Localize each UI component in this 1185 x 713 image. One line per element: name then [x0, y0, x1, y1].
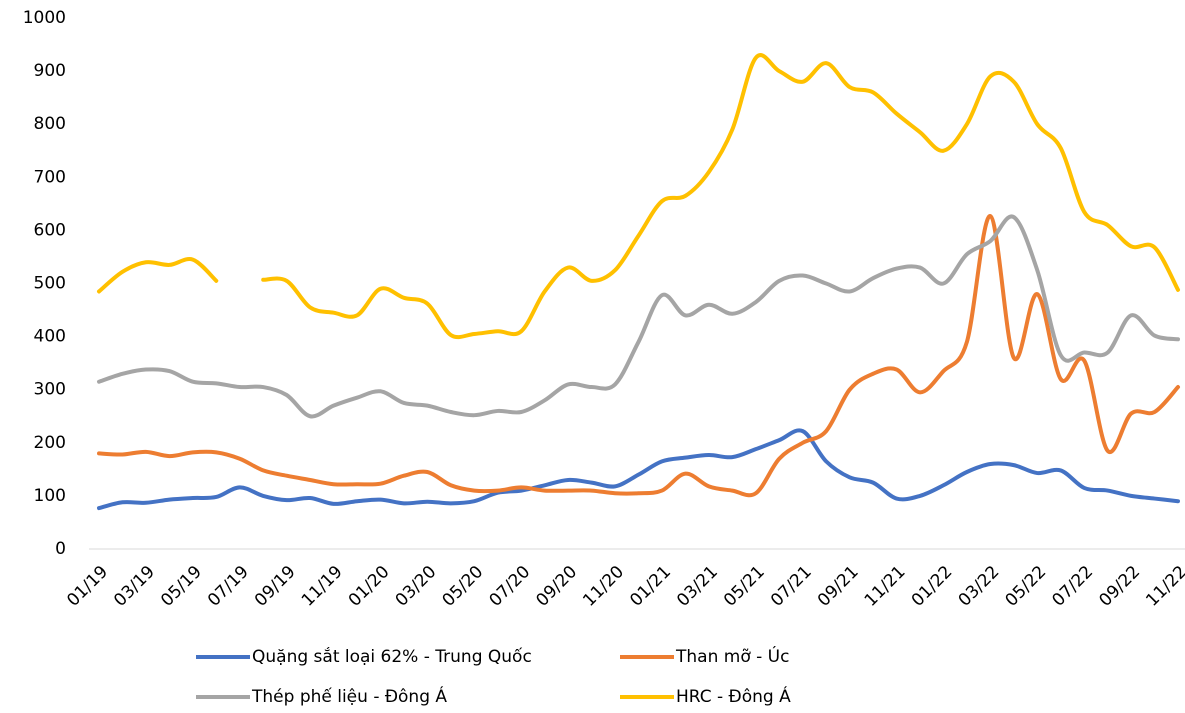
- x-tick-label: 05/19: [157, 562, 206, 611]
- y-tick-label: 900: [34, 61, 66, 81]
- y-tick-label: 500: [34, 274, 66, 294]
- y-tick-label: 100: [34, 486, 66, 506]
- x-tick-label: 11/21: [861, 562, 910, 611]
- x-tick-label: 07/20: [485, 562, 534, 611]
- line-series: [97, 428, 1180, 511]
- legend-label: HRC - Đông Á: [676, 685, 791, 707]
- x-tick-label: 09/20: [532, 562, 581, 611]
- x-tick-label: 05/20: [439, 562, 488, 611]
- line-series: [97, 214, 1180, 498]
- y-tick-label: 1000: [23, 8, 66, 28]
- y-tick-label: 200: [34, 433, 66, 453]
- x-tick-label: 11/20: [579, 562, 628, 611]
- x-tick-label: 01/22: [908, 562, 957, 611]
- x-tick-label: 09/22: [1095, 562, 1144, 611]
- x-tick-label: 07/19: [204, 562, 253, 611]
- y-tick-label: 800: [34, 114, 66, 134]
- y-tick-label: 600: [34, 220, 66, 240]
- x-tick-label: 11/22: [1142, 562, 1185, 611]
- x-tick-label: 01/19: [63, 562, 112, 611]
- x-tick-label: 09/21: [814, 562, 863, 611]
- legend-label: Thép phế liệu - Đông Á: [251, 685, 447, 707]
- y-tick-label: 0: [55, 539, 66, 559]
- x-tick-label: 03/22: [955, 562, 1004, 611]
- x-tick-label: 05/22: [1002, 562, 1051, 611]
- x-tick-label: 07/21: [767, 562, 816, 611]
- y-tick-label: 700: [34, 167, 66, 187]
- x-tick-label: 09/19: [251, 562, 300, 611]
- line-series: [97, 53, 1180, 340]
- x-tick-label: 11/19: [298, 562, 347, 611]
- x-tick-label: 05/21: [720, 562, 769, 611]
- x-tick-label: 03/21: [673, 562, 722, 611]
- x-tick-label: 03/20: [392, 562, 441, 611]
- y-tick-label: 300: [34, 380, 66, 400]
- x-tick-label: 03/19: [110, 562, 159, 611]
- line-series: [97, 214, 1180, 419]
- x-tick-label: 01/21: [626, 562, 675, 611]
- y-tick-label: 400: [34, 327, 66, 347]
- legend-label: Quặng sắt loại 62% - Trung Quốc: [252, 646, 532, 667]
- legend-label: Than mỡ - Úc: [675, 645, 789, 667]
- x-tick-label: 07/22: [1048, 562, 1097, 611]
- x-tick-label: 01/20: [345, 562, 394, 611]
